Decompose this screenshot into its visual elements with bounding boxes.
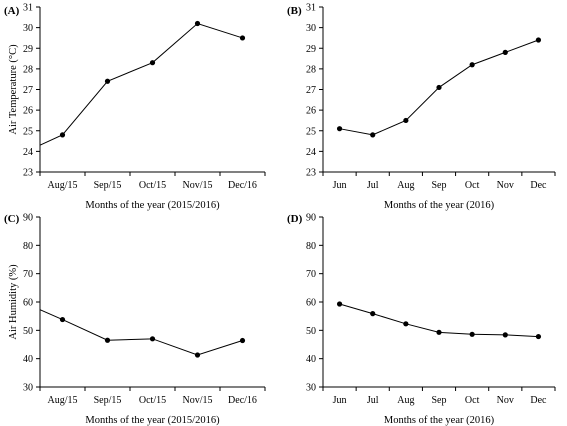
panel-d-x-tick-label: Aug [397,395,414,406]
panel-b-label: (B) [287,5,302,17]
panel-c-data-point [149,336,156,342]
panel-b-x-tick-label: Sep [432,180,447,191]
panel-c-y-tick-label: 50 [23,326,33,337]
panel-b-y-tick-label: 23 [306,168,316,179]
panel-a-y-axis-title: Air Temperature (°C) [8,44,19,135]
panel-d: (D) Months of the year (2016) 30 40 50 60 70… [287,213,556,426]
panel-c-series-line [39,309,243,356]
panel-b-y-tick-label: 25 [306,126,316,137]
panel-c-x-tick-label: Sep/15 [94,395,122,406]
panel-d-data-point [502,332,508,338]
panel-a-y-tick-label: 26 [23,106,33,117]
panel-c-data-point [59,316,66,323]
panel-b-data-point [469,62,475,68]
panel-c-y-tick-label: 90 [23,213,33,224]
panel-d-x-tick-label: Dec [530,395,547,406]
panel-d-y-tick-label: 60 [306,298,316,309]
panel-d-data-point [535,333,542,340]
panel-a-y-tick-label: 25 [23,126,33,137]
panel-a-y-tick-label: 23 [23,168,33,179]
panel-b-y-tick-label: 27 [306,85,316,96]
panel-c: (C) Months of the year (2015/2016) Air H… [4,213,266,426]
panel-b-x-tick-label: Jun [333,180,347,191]
panel-b-data-point [370,132,376,138]
panel-b-data-point [535,37,542,43]
panel-c-data-point [239,337,246,344]
panel-c-x-axis-title: Months of the year (2015/2016) [85,415,220,426]
panel-b-y-tick-label: 30 [306,23,316,34]
panel-b-data-point [436,84,442,91]
panel-b-x-axis-title: Months of the year (2016) [384,200,495,211]
panel-c-data-point [194,352,201,358]
panel-b-y-tick-label: 28 [306,64,316,75]
panel-c-y-tick-label: 60 [23,298,33,309]
panel-a-x-tick-label: Aug/15 [48,180,78,191]
panel-d-data-point [403,321,409,327]
panel-a-data-point [149,60,156,66]
panel-b-x-tick-label: Oct [465,180,480,191]
panel-a-x-tick-label: Sep/15 [94,180,122,191]
panel-c-y-tick-label: 80 [23,241,33,252]
panel-a-data-point [239,35,246,41]
panel-a-data-point [194,20,201,27]
panel-b-x-tick-label: Nov [497,180,514,191]
panel-b-y-tick-label: 24 [306,147,316,158]
panel-a-x-tick-label: Oct/15 [139,180,166,191]
panel-c-data-point [104,337,111,343]
panel-c-x-tick-label: Nov/15 [183,395,213,406]
panel-a-x-axis-title: Months of the year (2015/2016) [85,200,220,211]
panel-d-x-tick-label: Sep [432,395,447,406]
panel-b-data-point [502,49,508,55]
panel-d-y-tick-label: 90 [306,213,316,224]
panel-d-x-tick-label: Jun [333,395,347,406]
panel-b: (B) Months of the year (2016) 23 24 25 26 27… [287,3,556,211]
panel-a: (A) Months of the year (2015/2016) Air T… [4,3,266,211]
panel-d-label: (D) [287,213,303,225]
panel-c-x-tick-label: Dec/16 [228,395,257,406]
panel-a-y-tick-label: 31 [23,3,33,14]
panel-d-data-point [436,329,442,335]
panel-d-x-tick-label: Nov [497,395,514,406]
panel-d-y-tick-label: 40 [306,354,316,365]
panel-b-y-tick-label: 26 [306,106,316,117]
panel-d-x-axis-title: Months of the year (2016) [384,415,495,426]
panel-d-data-point [370,311,376,317]
panel-d-data-point [336,301,343,307]
panel-a-data-point [104,78,111,84]
panel-d-x-tick-label: Oct [465,395,480,406]
panel-b-x-tick-label: Aug [397,180,414,191]
panel-a-series-line [39,22,243,146]
panel-b-x-tick-label: Jul [367,180,379,191]
panel-b-y-tick-label: 31 [306,3,316,14]
panel-d-y-tick-label: 50 [306,326,316,337]
panel-c-label: (C) [4,213,20,225]
panel-b-data-point [336,126,343,132]
panel-a-x-tick-label: Nov/15 [183,180,213,191]
panel-a-y-tick-label: 27 [23,85,33,96]
panel-c-y-tick-label: 40 [23,354,33,365]
panel-d-data-point [469,331,475,337]
panel-d-y-tick-label: 80 [306,241,316,252]
panel-d-y-tick-label: 30 [306,383,316,394]
panel-c-x-tick-label: Oct/15 [139,395,166,406]
panel-c-y-axis-title: Air Humidity (%) [8,264,19,340]
panel-a-y-tick-label: 24 [23,147,33,158]
panel-a-data-point [59,132,66,138]
panel-b-y-tick-label: 29 [306,44,316,55]
panel-c-y-tick-label: 30 [23,383,33,394]
panel-d-y-tick-label: 70 [306,269,316,280]
panel-a-y-tick-label: 29 [23,44,33,55]
panel-c-x-tick-label: Aug/15 [48,395,78,406]
panel-a-y-tick-label: 30 [23,23,33,34]
panel-a-y-tick-label: 28 [23,64,33,75]
panel-b-x-tick-label: Dec [530,180,547,191]
panel-a-label: (A) [4,5,20,17]
panel-b-data-point [403,117,409,124]
panel-d-x-tick-label: Jul [367,395,379,406]
panel-a-x-tick-label: Dec/16 [228,180,257,191]
panel-c-y-tick-label: 70 [23,269,33,280]
